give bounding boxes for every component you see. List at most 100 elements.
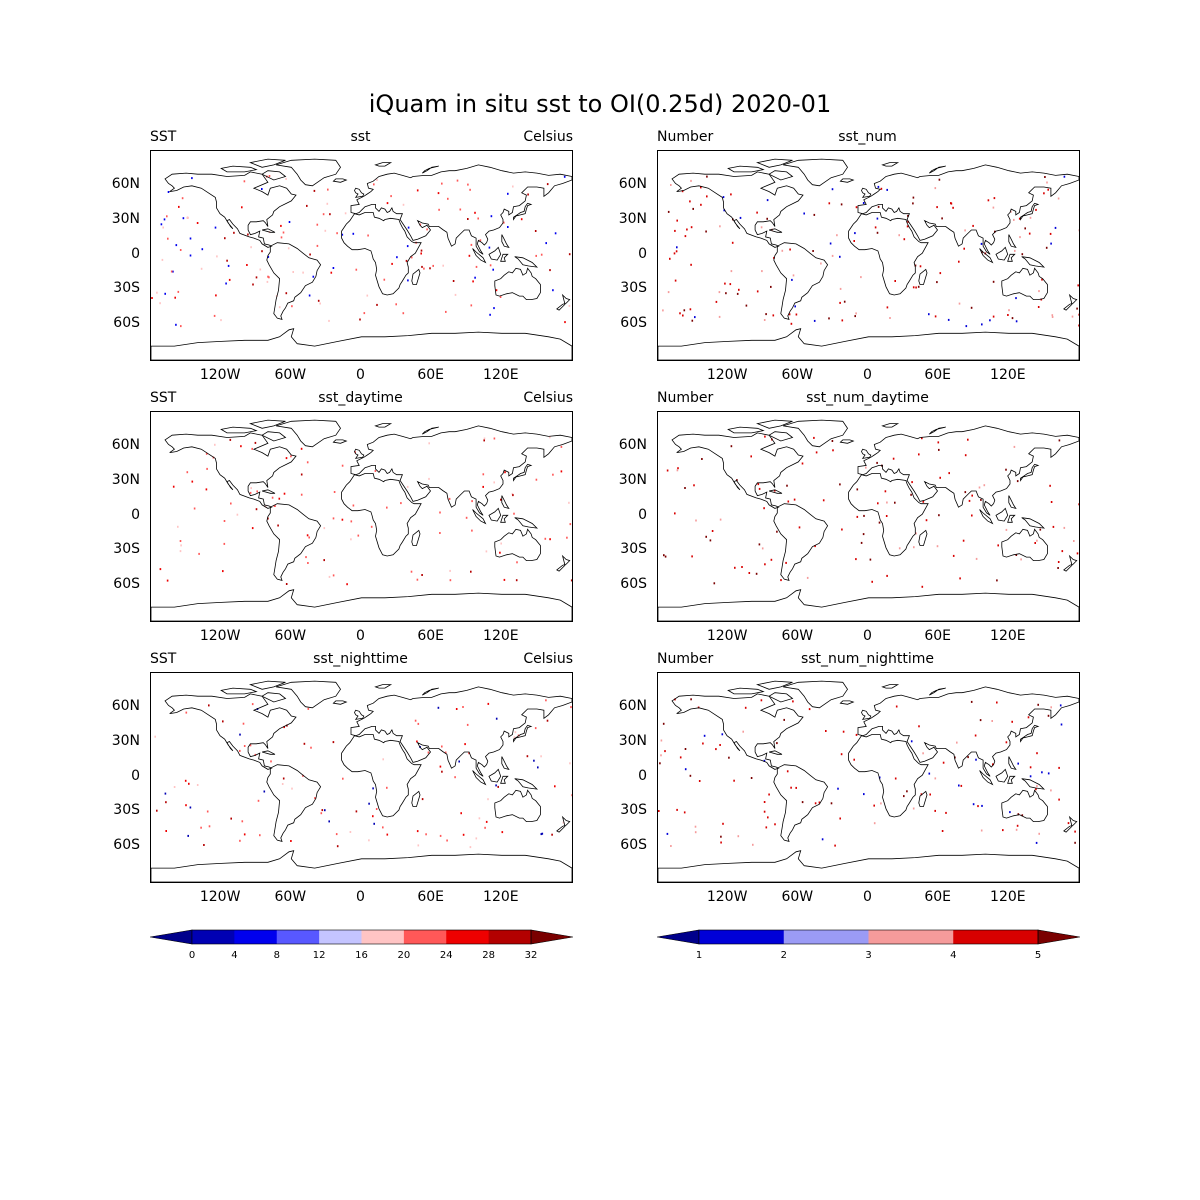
obs-dot — [1016, 824, 1019, 827]
coastline — [350, 164, 572, 255]
obs-dot — [462, 706, 464, 708]
obs-dot — [222, 720, 224, 723]
obs-dot — [718, 315, 721, 318]
obs-dot — [568, 501, 570, 504]
obs-dot — [485, 550, 488, 553]
obs-dot — [684, 748, 687, 750]
obs-dot — [270, 760, 272, 763]
obs-dot — [1074, 830, 1076, 833]
obs-dot — [540, 833, 543, 836]
obs-dot — [760, 699, 763, 702]
obs-dot — [694, 831, 697, 834]
obs-dot — [1047, 188, 1049, 191]
obs-dot — [1029, 775, 1032, 778]
obs-dot — [1076, 552, 1079, 555]
obs-dot — [421, 574, 423, 576]
obs-dot — [154, 735, 156, 738]
obs-dot — [1037, 306, 1040, 308]
obs-dot — [786, 770, 789, 773]
coastline — [658, 328, 1079, 360]
obs-dot — [349, 831, 352, 833]
lat-tick-label: 60N — [111, 697, 140, 714]
obs-dot — [686, 228, 688, 231]
obs-dot — [391, 262, 393, 265]
obs-dot — [950, 202, 952, 205]
coastline — [488, 768, 502, 783]
obs-dot — [205, 452, 208, 455]
obs-dot — [560, 445, 563, 448]
lat-tick-label: 30S — [113, 280, 140, 297]
coastline — [261, 750, 276, 755]
obs-dot — [374, 470, 377, 472]
obs-dot — [820, 262, 822, 265]
coastline — [839, 439, 855, 444]
obs-dot — [903, 795, 905, 798]
coastline — [995, 246, 1009, 261]
obs-dot — [679, 312, 681, 315]
obs-dot — [693, 484, 695, 487]
colorbar-tick-label: 0 — [188, 950, 196, 961]
obs-dot — [243, 180, 246, 183]
panel-unit-label: Celsius — [523, 390, 573, 406]
obs-dot — [684, 235, 687, 238]
obs-dot — [569, 523, 572, 526]
obs-dot — [705, 535, 707, 538]
obs-dot — [910, 740, 913, 743]
obs-dot — [402, 203, 405, 206]
panel-title: sst_num — [838, 129, 897, 145]
obs-dot — [164, 792, 167, 795]
obs-dot — [907, 214, 909, 217]
obs-dot — [915, 286, 917, 289]
coastline — [350, 686, 572, 777]
obs-dot — [692, 207, 694, 210]
obs-dot — [698, 780, 701, 782]
obs-dot — [752, 843, 754, 846]
obs-dot — [992, 763, 994, 766]
lon-tick-label: 60W — [274, 367, 307, 383]
obs-dot — [306, 461, 309, 464]
obs-dot — [526, 755, 529, 758]
obs-dot — [741, 566, 743, 568]
obs-dot — [1078, 324, 1079, 327]
coastline — [411, 529, 421, 546]
coastline — [658, 589, 1079, 621]
obs-dot — [233, 231, 235, 234]
obs-dot — [1052, 525, 1055, 528]
colorbar-outline — [191, 929, 532, 945]
obs-dot — [1043, 192, 1045, 195]
obs-dot — [676, 469, 679, 472]
map-frame — [150, 672, 573, 883]
obs-dot — [330, 271, 333, 274]
obs-dot — [336, 845, 339, 848]
obs-dot — [208, 825, 211, 828]
obs-dot — [683, 811, 686, 814]
obs-dot — [303, 742, 306, 745]
obs-dot — [1058, 798, 1060, 801]
world-map — [658, 680, 1079, 882]
obs-dot — [921, 437, 923, 440]
obs-dot — [383, 278, 386, 281]
obs-dot — [763, 801, 766, 803]
obs-dot — [760, 226, 763, 229]
obs-dot — [206, 467, 208, 470]
obs-dot — [512, 494, 514, 497]
obs-dot — [669, 257, 671, 260]
obs-dot — [425, 833, 427, 836]
coastline — [782, 680, 848, 709]
obs-dot — [423, 267, 425, 270]
obs-dot — [996, 579, 998, 582]
coastline — [756, 158, 793, 168]
colorbar-segment — [403, 930, 447, 944]
coastline — [782, 419, 848, 448]
obs-dot — [992, 206, 995, 209]
obs-dot — [406, 245, 409, 248]
obs-dot — [186, 471, 189, 474]
obs-dot — [208, 704, 210, 707]
coastline — [979, 509, 994, 525]
obs-dot — [977, 805, 979, 808]
obs-dot — [278, 497, 281, 500]
coastline — [1021, 256, 1046, 268]
coastline — [1020, 202, 1040, 221]
coastline — [768, 692, 794, 703]
obs-dot — [963, 247, 965, 250]
